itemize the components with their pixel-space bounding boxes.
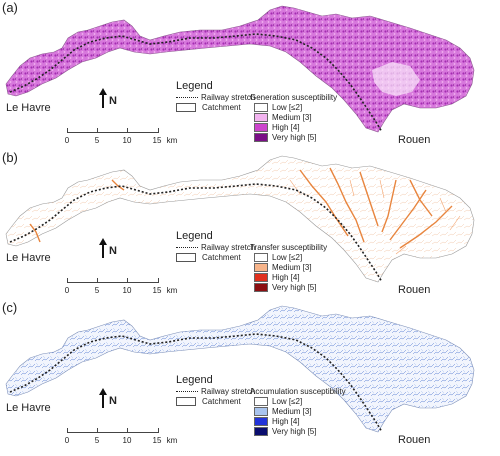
legend-susceptibility-title: Transfer susceptibility: [250, 243, 328, 252]
legend-railway: Railway stretch: [201, 93, 256, 102]
class-swatch: [254, 273, 268, 283]
scale-bar: 0 5 10 15 km: [60, 128, 190, 156]
class-label: Medium [3]: [272, 113, 312, 122]
legend-railway: Railway stretch: [201, 243, 256, 252]
class-swatch: [254, 397, 268, 407]
scale-bar: 0 5 10 15 km: [60, 278, 190, 306]
class-swatch: [254, 417, 268, 427]
panel-label: (c): [2, 300, 18, 315]
place-le-havre: Le Havre: [6, 252, 51, 264]
place-rouen: Rouen: [398, 134, 431, 146]
scale-tick-label: 15: [152, 286, 162, 295]
class-label: High [4]: [272, 417, 300, 426]
catchment-map-b: [5, 155, 475, 283]
railway-line-icon: [176, 247, 198, 249]
railway-line-icon: [176, 97, 198, 99]
scale-tick-label: 15: [152, 136, 162, 145]
class-label: Very high [5]: [272, 283, 317, 292]
scale-bar: 0 5 10 15 km: [60, 428, 190, 456]
legend: Legend Railway stretch Catchment Accumul…: [176, 374, 346, 437]
north-label: N: [109, 395, 117, 407]
scale-tick-label: 5: [94, 286, 100, 295]
scale-tick-label: 0: [64, 436, 70, 445]
railway-line-icon: [176, 391, 198, 393]
railway-stretch: [9, 183, 383, 283]
class-label: High [4]: [272, 123, 300, 132]
transfer-channels-minor: [289, 179, 461, 255]
panel-label: (a): [2, 0, 18, 15]
place-rouen: Rouen: [398, 284, 431, 296]
north-label: N: [109, 245, 117, 257]
scale-tick-label: 10: [122, 286, 132, 295]
scale-tick-label: 0: [64, 136, 70, 145]
class-swatch: [254, 263, 268, 273]
class-swatch: [254, 427, 268, 437]
scale-tick-label: 0: [64, 286, 70, 295]
class-swatch: [254, 123, 268, 133]
class-label: Very high [5]: [272, 427, 317, 436]
legend-susceptibility-title: Generation susceptibility: [250, 93, 338, 102]
class-label: Low [≤2]: [272, 103, 303, 112]
class-swatch: [254, 103, 268, 113]
class-swatch: [254, 407, 268, 417]
legend-catchment: Catchment: [202, 253, 241, 262]
map-panel-a: (a) Le Havre Rouen N 0 5 10 15 km Legend…: [0, 0, 500, 150]
class-swatch: [254, 253, 268, 263]
legend-title: Legend: [176, 80, 213, 92]
legend-railway: Railway stretch: [201, 387, 256, 396]
north-label: N: [109, 95, 117, 107]
catchment-map-c: [5, 305, 475, 433]
scale-tick-label: 5: [94, 136, 100, 145]
place-rouen: Rouen: [398, 434, 431, 446]
transfer-channels: [29, 167, 453, 249]
scale-unit: km: [166, 136, 178, 145]
legend-title: Legend: [176, 374, 213, 386]
class-swatch: [254, 133, 268, 143]
legend-title: Legend: [176, 230, 213, 242]
white-patch: [372, 62, 420, 96]
catchment-box-icon: [176, 397, 196, 407]
class-swatch: [254, 113, 268, 123]
class-label: Medium [3]: [272, 263, 312, 272]
railway-stretch: [9, 33, 383, 133]
north-arrow-icon: [99, 388, 107, 408]
map-panel-c: (c) Le Havre Rouen N 0 5 10 15 km Legend…: [0, 300, 500, 450]
catchment-box-icon: [176, 253, 196, 263]
scale-tick-label: 10: [122, 136, 132, 145]
legend-catchment: Catchment: [202, 103, 241, 112]
railway-stretch: [9, 333, 383, 433]
north-arrow-icon: [99, 238, 107, 258]
catchment-area: [5, 155, 475, 283]
scale-unit: km: [166, 286, 178, 295]
legend: Legend Railway stretch Catchment Generat…: [176, 80, 337, 143]
catchment-box-icon: [176, 103, 196, 113]
panel-label: (b): [2, 150, 18, 165]
place-le-havre: Le Havre: [6, 102, 51, 114]
catchment-area: [5, 5, 475, 133]
class-label: Very high [5]: [272, 133, 317, 142]
class-label: Low [≤2]: [272, 253, 303, 262]
north-arrow-icon: [99, 88, 107, 108]
catchment-map-a: [5, 5, 475, 133]
map-panel-b: (b) Le Havre Rouen N 0 5 10 15 km Legend…: [0, 150, 500, 300]
scale-tick-label: 10: [122, 436, 132, 445]
scale-tick-label: 15: [152, 436, 162, 445]
class-label: Medium [3]: [272, 407, 312, 416]
scale-tick-label: 5: [94, 436, 100, 445]
legend-catchment: Catchment: [202, 397, 241, 406]
scale-unit: km: [166, 436, 178, 445]
class-label: High [4]: [272, 273, 300, 282]
class-label: Low [≤2]: [272, 397, 303, 406]
legend-susceptibility-title: Accumulation susceptibility: [250, 387, 346, 396]
class-swatch: [254, 283, 268, 293]
catchment-area: [5, 305, 475, 433]
place-le-havre: Le Havre: [6, 402, 51, 414]
legend: Legend Railway stretch Catchment Transfe…: [176, 230, 327, 293]
